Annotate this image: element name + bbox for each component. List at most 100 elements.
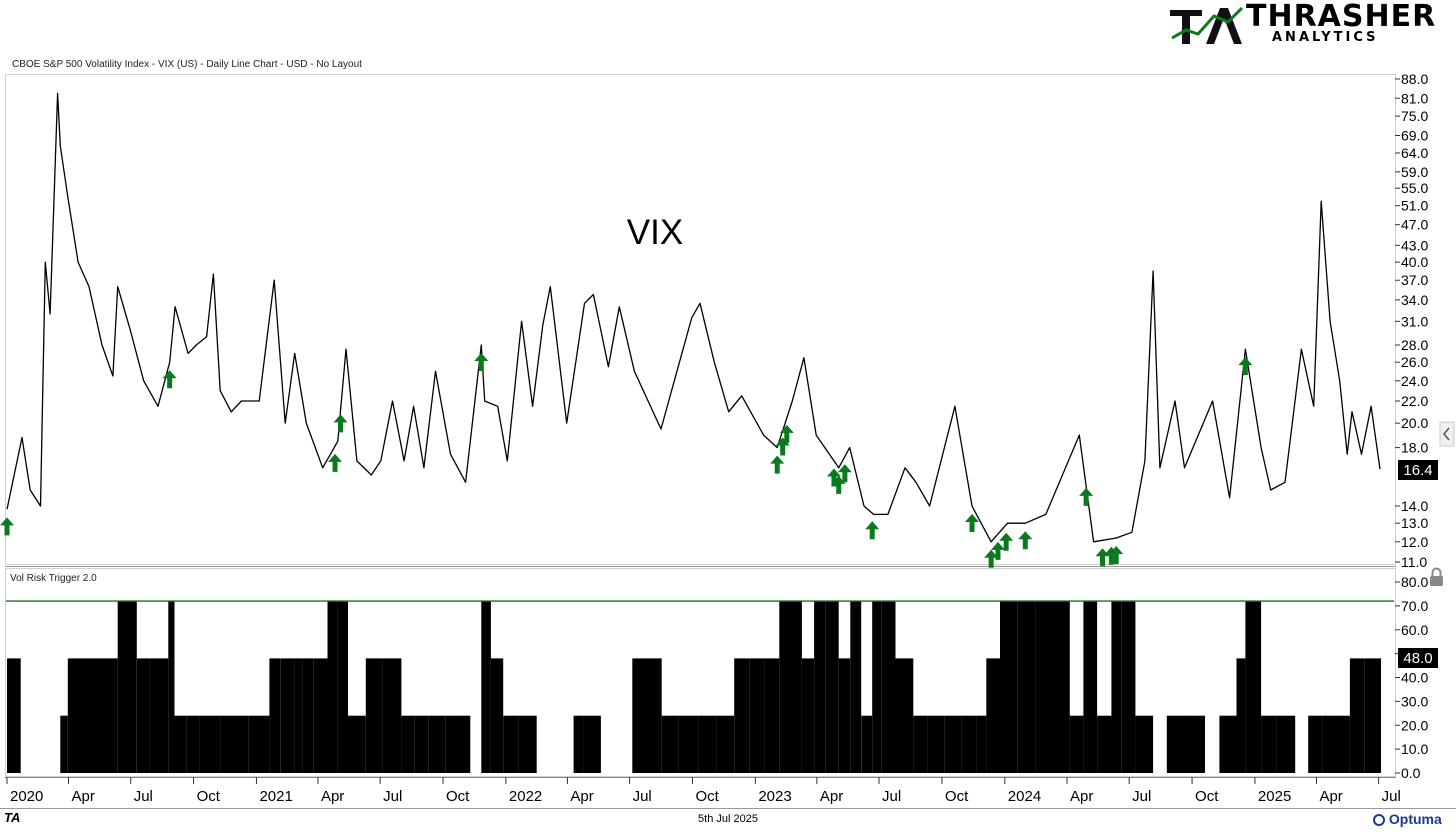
price-tick-label-18: 20.0: [1401, 415, 1428, 431]
price-tick-label-2: 75.0: [1401, 108, 1428, 124]
trigger-bar-74: [1121, 601, 1136, 773]
x-tick-label-7: Oct: [446, 788, 470, 805]
x-tick-label-3: Oct: [197, 788, 221, 805]
signal-arrow-16: [1018, 531, 1033, 550]
trigger-panel-title: Vol Risk Trigger 2.0: [10, 573, 97, 584]
signal-arrow-12: [964, 513, 979, 532]
trigger-bar-19: [313, 658, 328, 773]
price-tick-label-8: 47.0: [1401, 217, 1428, 233]
trigger-bar-60: [913, 715, 928, 773]
x-tick-label-4: 2021: [259, 788, 292, 805]
trigger-bar-90: [1364, 658, 1380, 773]
lock-icon[interactable]: [1430, 567, 1443, 587]
trigger-bar-67: [1017, 601, 1036, 773]
vix-series-line: [6, 92, 1381, 543]
signal-arrow-18: [1095, 548, 1110, 567]
trigger-bar-27: [428, 715, 446, 773]
trigger-bar-29: [459, 715, 471, 773]
trigger-tick-label-6: 20.0: [1401, 717, 1428, 733]
trigger-bar-11: [186, 715, 200, 773]
trigger-bar-0: [7, 658, 21, 773]
x-tick-label-17: Apr: [1070, 788, 1093, 805]
trigger-bar-82: [1245, 601, 1262, 773]
trigger-tick-label-4: 40.0: [1401, 670, 1428, 686]
trigger-bar-66: [1000, 601, 1018, 773]
price-tick-label-1: 81.0: [1401, 90, 1428, 106]
trigger-bar-34: [518, 715, 537, 773]
trigger-bar-46: [716, 715, 735, 773]
trigger-last-value-badge: [1398, 648, 1438, 668]
trigger-bar-44: [678, 715, 699, 773]
trigger-bar-22: [348, 715, 366, 773]
price-tick-label-15: 26.0: [1401, 354, 1428, 370]
price-tick-label-6: 55.0: [1401, 180, 1428, 196]
trigger-bar-10: [174, 715, 186, 773]
optuma-brand: Optuma: [1373, 811, 1442, 827]
trigger-bar-5: [102, 658, 118, 773]
trigger-bar-26: [414, 715, 429, 773]
trigger-bar-9: [168, 601, 175, 773]
trigger-bar-89: [1349, 658, 1365, 773]
trigger-bar-49: [764, 658, 780, 773]
x-axis: 2020 Apr Jul Oct 2021 Apr Jul Oct 2022 Apr Jul Oct 2…: [6, 777, 1401, 805]
trigger-bar-32: [490, 658, 504, 773]
trigger-bar-62: [944, 715, 962, 773]
trigger-bar-50: [779, 601, 802, 773]
price-tick-label-14: 28.0: [1401, 337, 1428, 353]
signal-arrow-17: [1079, 487, 1094, 506]
trigger-bar-12: [199, 715, 221, 773]
signal-arrow-3: [333, 414, 348, 433]
x-tick-label-13: Apr: [820, 788, 843, 805]
trigger-bar-64: [976, 715, 987, 773]
signal-arrow-4: [474, 352, 489, 371]
trigger-bar-77: [1166, 715, 1185, 773]
trigger-bar-6: [117, 601, 137, 773]
trigger-bar-17: [294, 658, 303, 773]
chart-title: VIX: [627, 213, 683, 252]
price-tick-label-9: 43.0: [1401, 237, 1428, 253]
trigger-bar-68: [1035, 601, 1052, 773]
trigger-bar-63: [961, 715, 977, 773]
trigger-bar-24: [382, 658, 402, 773]
signal-arrow-1: [162, 370, 177, 389]
x-tick-label-12: 2023: [758, 788, 791, 805]
trigger-last-value-text: 48.0: [1403, 650, 1432, 667]
price-tick-label-11: 37.0: [1401, 272, 1428, 288]
trigger-bar-80: [1219, 715, 1237, 773]
vix-last-value-badge: [1398, 460, 1438, 480]
vix-last-value-text: 16.4: [1403, 462, 1432, 479]
optuma-icon: [1373, 814, 1385, 826]
trigger-bar-58: [881, 601, 896, 773]
price-tick-label-19: 18.0: [1401, 440, 1428, 456]
signal-arrow-8: [826, 468, 841, 487]
price-tick-label-12: 34.0: [1401, 292, 1428, 308]
x-tick-label-8: 2022: [509, 788, 542, 805]
trigger-bar-42: [646, 658, 662, 773]
signal-arrow-21: [1238, 357, 1253, 376]
trigger-bar-69: [1052, 601, 1070, 773]
price-tick-label-10: 40.0: [1401, 254, 1428, 270]
signal-arrow-13: [984, 549, 999, 568]
price-tick-label-5: 59.0: [1401, 164, 1428, 180]
trigger-bar-23: [365, 658, 383, 773]
trigger-tick-label-1: 70.0: [1401, 598, 1428, 614]
signal-arrow-9: [831, 475, 846, 494]
trigger-bar-31: [481, 601, 491, 773]
trigger-y-axis: 80.070.060.050.040.030.020.010.00.0: [1395, 574, 1428, 781]
trigger-bar-54: [838, 658, 851, 773]
instrument-label: CBOE S&P 500 Volatility Index - VIX (US)…: [12, 59, 362, 70]
footer-ta-mark: TA: [4, 810, 21, 825]
trigger-bar-13: [220, 715, 249, 773]
trigger-bar-37: [573, 715, 584, 773]
x-tick-label-16: 2024: [1008, 788, 1041, 805]
trigger-tick-label-7: 10.0: [1401, 741, 1428, 757]
price-tick-label-7: 51.0: [1401, 198, 1428, 214]
x-tick-label-15: Oct: [945, 788, 969, 805]
collapse-panel-button[interactable]: [1439, 421, 1455, 447]
logo-subtitle: ANALYTICS: [1272, 30, 1379, 45]
trigger-bar-48: [749, 658, 765, 773]
price-panel-frame: [5, 74, 1396, 565]
trigger-bar-91: [1380, 658, 1381, 773]
x-tick-label-20: 2025: [1258, 788, 1291, 805]
chevron-left-icon: [1443, 427, 1450, 441]
